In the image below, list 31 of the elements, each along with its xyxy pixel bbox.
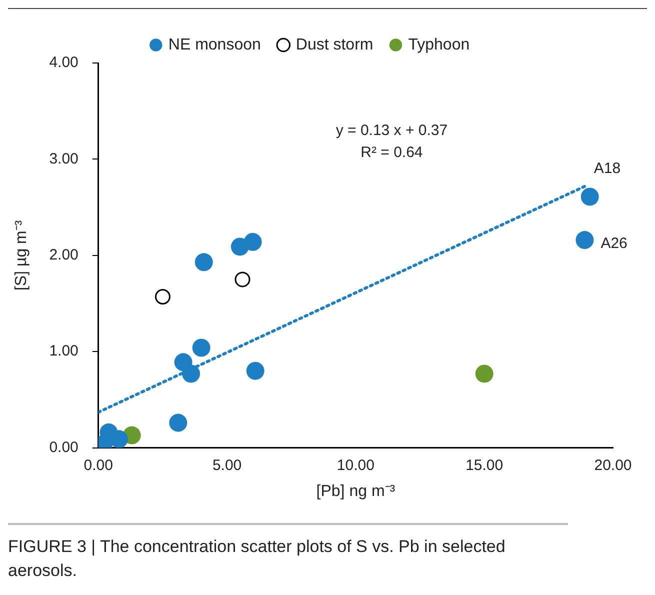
point (576, 231, 594, 250)
y-tick-label: 4.00 (49, 54, 78, 72)
point (246, 362, 264, 380)
annotation: y = 0.13 x + 0.37 (336, 122, 448, 140)
y-tick-label: 0.00 (49, 438, 78, 456)
point (169, 414, 188, 432)
x-tick-label: 5.00 (212, 456, 242, 474)
annotation: A18 (594, 160, 621, 177)
point (244, 232, 262, 251)
x-tick-label: 10.00 (336, 456, 374, 474)
y-tick-label: 1.00 (49, 342, 78, 360)
y-tick-label: 2.00 (49, 246, 78, 264)
point (110, 430, 128, 448)
x-tick-label: 0.00 (84, 456, 113, 474)
x-axis-title: [Pb] ng m⁻³ (316, 482, 396, 500)
legend-label: Dust storm (296, 36, 374, 54)
x-tick-label: 15.00 (466, 456, 504, 474)
annotation: R² = 0.64 (360, 144, 423, 162)
point (580, 188, 599, 206)
x-tick-label: 20.00 (594, 456, 632, 474)
y-axis-title: [S] µg m⁻³ (13, 220, 30, 291)
legend-label: Typhoon (408, 36, 470, 54)
point (192, 338, 210, 357)
caption: FIGURE 3 | The concentration scatter plots of S vs. Pb in selected aerosols. (8, 523, 568, 583)
y-tick-label: 3.00 (49, 150, 78, 168)
annotation: A26 (600, 235, 628, 252)
legend-label: NE monsoon (168, 36, 261, 54)
point (475, 364, 494, 383)
point (154, 289, 170, 305)
point (234, 272, 250, 288)
point (194, 253, 213, 272)
